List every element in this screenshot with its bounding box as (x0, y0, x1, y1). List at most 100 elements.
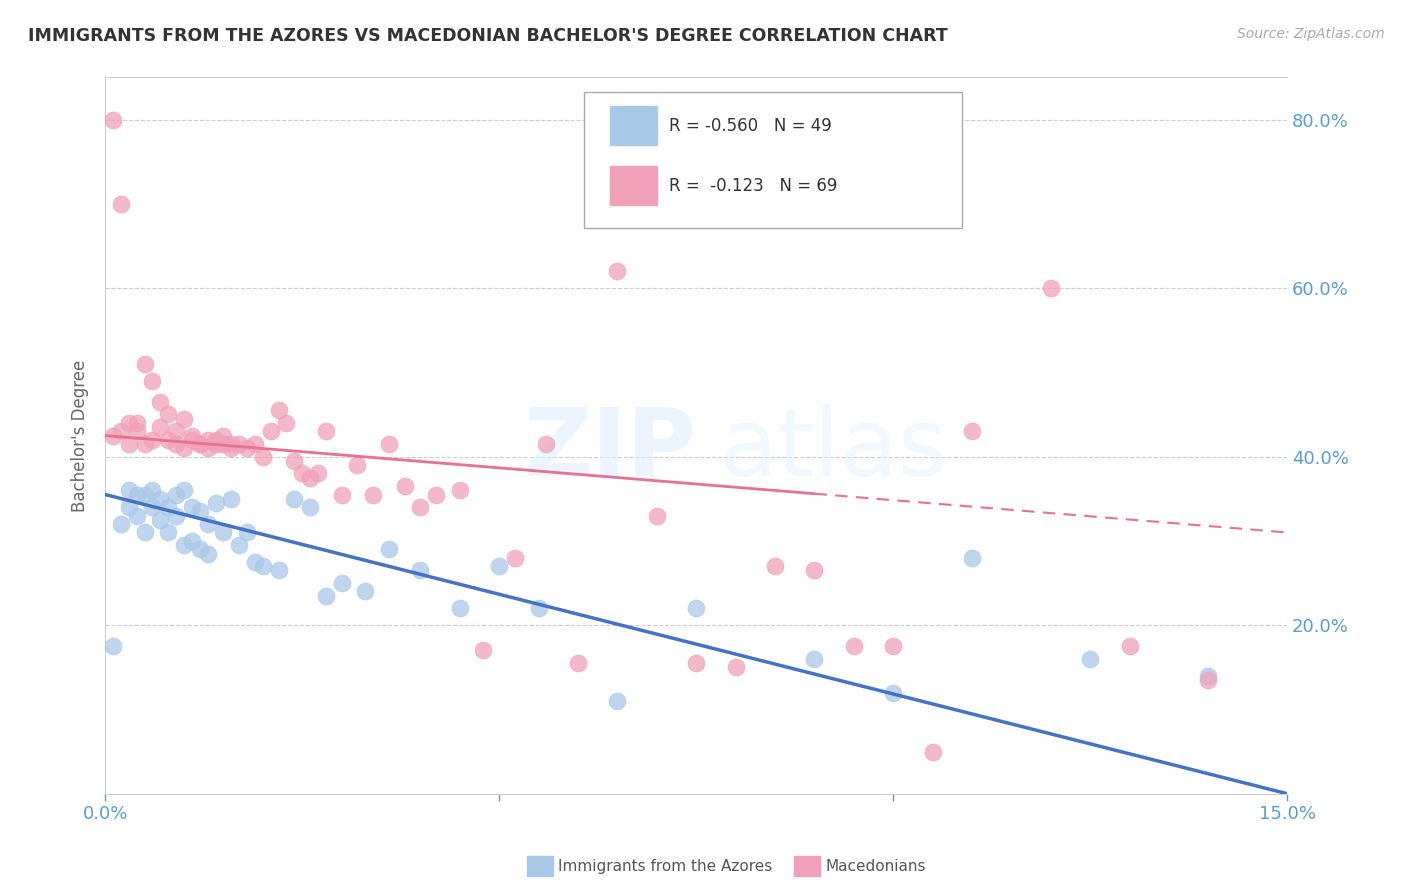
Point (260, 425, 283, 439)
Point (1197, 669, 1219, 683)
Point (165, 425, 187, 439)
Point (157, 500, 180, 515)
Point (252, 559, 274, 574)
Point (960, 550, 983, 565)
Point (219, 437, 242, 451)
Point (299, 500, 322, 515)
Point (567, 656, 589, 670)
Point (110, 197, 132, 211)
Point (882, 639, 904, 653)
Point (173, 483, 195, 498)
Point (141, 500, 163, 515)
Point (243, 437, 266, 451)
Point (204, 437, 226, 451)
Point (394, 479, 416, 493)
Point (378, 542, 401, 557)
Point (283, 454, 305, 468)
Point (212, 437, 235, 451)
Point (101, 112, 124, 127)
Point (425, 487, 447, 501)
Point (110, 425, 132, 439)
Point (188, 437, 211, 451)
Point (141, 483, 163, 498)
Point (197, 547, 219, 561)
Point (882, 685, 904, 699)
Point (141, 433, 163, 447)
Point (276, 416, 298, 430)
Point (197, 441, 219, 455)
Point (134, 487, 156, 501)
Point (149, 491, 172, 506)
Point (125, 508, 148, 523)
Point (101, 428, 124, 442)
Point (315, 589, 337, 603)
Point (330, 487, 353, 501)
Point (488, 559, 510, 574)
Point (165, 508, 187, 523)
Point (536, 437, 558, 451)
Point (243, 555, 266, 569)
Point (173, 441, 195, 455)
Point (267, 563, 290, 577)
Point (228, 437, 250, 451)
Point (354, 584, 377, 599)
Point (724, 660, 747, 674)
Point (685, 601, 707, 615)
Text: IMMIGRANTS FROM THE AZORES VS MACEDONIAN BACHELOR'S DEGREE CORRELATION CHART: IMMIGRANTS FROM THE AZORES VS MACEDONIAN… (28, 27, 948, 45)
Point (409, 500, 432, 515)
Point (1078, 652, 1101, 666)
Point (842, 639, 865, 653)
Point (283, 491, 305, 506)
Point (165, 487, 187, 501)
Point (606, 264, 628, 278)
Point (803, 563, 825, 577)
Text: atlas: atlas (720, 404, 948, 496)
Point (252, 450, 274, 464)
Point (449, 483, 471, 498)
Point (180, 433, 202, 447)
Point (503, 550, 526, 565)
Point (141, 374, 163, 388)
Point (110, 516, 132, 531)
Point (188, 504, 211, 518)
Text: Source: ZipAtlas.com: Source: ZipAtlas.com (1237, 27, 1385, 41)
Point (118, 437, 141, 451)
Text: Macedonians: Macedonians (825, 859, 925, 873)
Point (219, 491, 242, 506)
FancyBboxPatch shape (583, 92, 962, 227)
Point (134, 437, 156, 451)
Point (291, 467, 314, 481)
Point (125, 416, 148, 430)
Y-axis label: Bachelor's Degree: Bachelor's Degree (72, 359, 89, 512)
Point (685, 656, 707, 670)
Point (449, 601, 471, 615)
Point (409, 563, 432, 577)
Point (180, 533, 202, 548)
Point (921, 745, 943, 759)
Point (188, 542, 211, 557)
Point (157, 408, 180, 422)
Bar (610, 166, 657, 205)
Text: Immigrants from the Azores: Immigrants from the Azores (558, 859, 772, 873)
Point (118, 500, 141, 515)
Point (173, 538, 195, 552)
Point (149, 513, 172, 527)
Point (165, 437, 187, 451)
Point (125, 487, 148, 501)
Point (1039, 281, 1062, 295)
Point (803, 652, 825, 666)
Point (527, 601, 550, 615)
Point (346, 458, 368, 472)
Point (204, 496, 226, 510)
Point (180, 428, 202, 442)
Point (228, 538, 250, 552)
Point (315, 425, 337, 439)
Point (188, 437, 211, 451)
Bar (610, 106, 657, 145)
Point (180, 500, 202, 515)
Point (149, 420, 172, 434)
Point (1118, 639, 1140, 653)
Point (204, 433, 226, 447)
Point (118, 483, 141, 498)
Point (1197, 673, 1219, 687)
